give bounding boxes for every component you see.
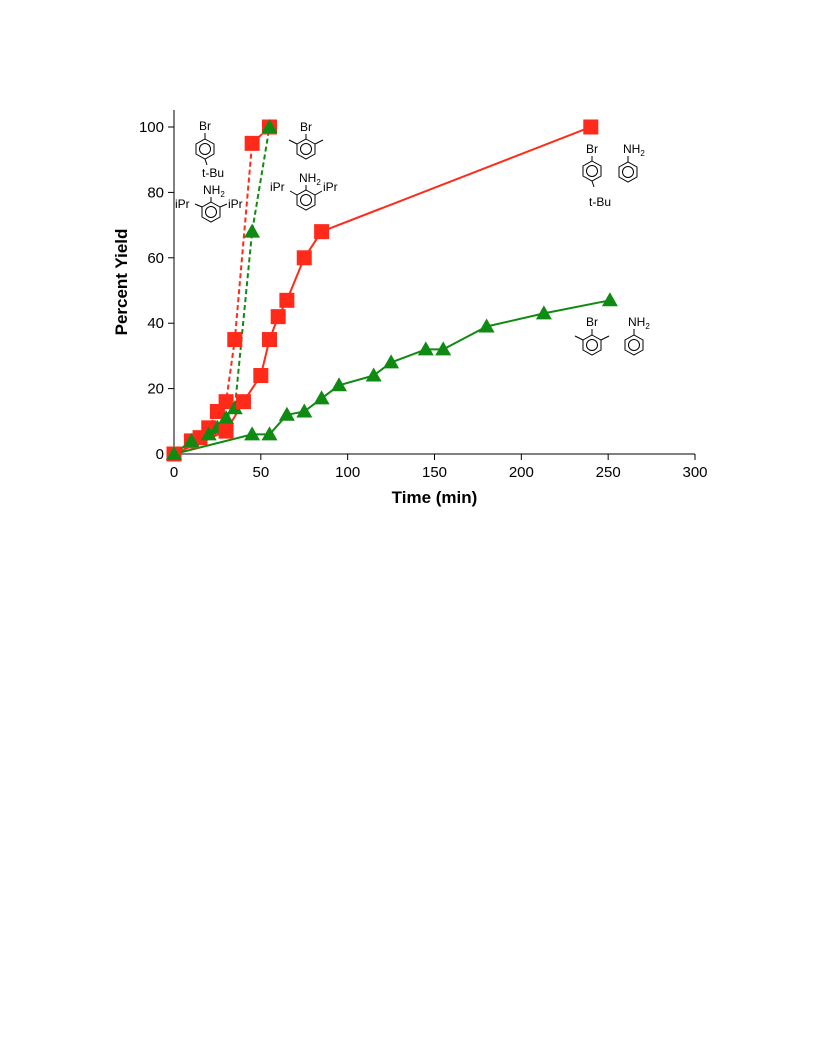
series-3-point	[601, 292, 618, 307]
aniline-structure-right-bottom: NH2	[624, 315, 650, 356]
series-2-point	[279, 292, 295, 308]
series-2-point	[235, 394, 251, 410]
svg-text:iPr: iPr	[228, 197, 243, 211]
series-markers	[166, 119, 618, 462]
series-1-point	[200, 426, 217, 441]
series-3-line	[173, 299, 611, 455]
series-3-point	[166, 446, 182, 460]
x-axis-title: Time (min)	[392, 488, 478, 507]
x-tick-label: 150	[422, 464, 447, 481]
y-tick-label: 40	[147, 315, 164, 332]
ticks	[168, 126, 696, 460]
series-0-point	[227, 332, 243, 348]
svg-text:iPr: iPr	[270, 180, 285, 194]
series-2-point	[296, 250, 312, 266]
y-tick-label: 80	[147, 184, 164, 201]
diisopropylaniline-structure-left: NH2 iPr iPr	[175, 183, 243, 223]
series-2-point	[218, 423, 234, 439]
series-3-point	[261, 426, 278, 441]
series-3-point	[535, 305, 552, 320]
aryl-bromide-tbu-structure-left: Br t-Bu	[195, 119, 224, 180]
svg-text:iPr: iPr	[323, 180, 338, 194]
series-2-line	[173, 126, 592, 455]
series-3-point	[313, 390, 330, 405]
series-0-point	[218, 394, 234, 410]
series-3-point	[383, 354, 400, 369]
x-tick-label: 50	[252, 464, 269, 481]
dimethyl-aryl-bromide-structure-right: Br	[574, 315, 610, 356]
series-3-point	[278, 406, 295, 421]
aniline-structure-right-top: NH2	[618, 142, 645, 183]
series-1-point	[261, 119, 278, 133]
series-3-point	[365, 367, 382, 382]
svg-text:t-Bu: t-Bu	[202, 166, 224, 180]
y-axis-title: Percent Yield	[112, 229, 131, 336]
series-1-point	[226, 400, 243, 415]
y-tick-label: 60	[147, 250, 164, 267]
svg-text:Br: Br	[586, 315, 598, 329]
series-2-point	[583, 119, 599, 135]
series-2-point	[253, 368, 269, 384]
axes	[173, 110, 695, 455]
y-tick-label: 20	[147, 381, 164, 398]
svg-text:t-Bu: t-Bu	[589, 195, 611, 209]
svg-text:iPr: iPr	[175, 197, 190, 211]
x-tick-label: 0	[170, 464, 178, 481]
series-2-point	[270, 309, 286, 325]
series-1-point	[183, 432, 200, 447]
svg-text:NH2: NH2	[299, 171, 321, 187]
y-tick-label: 0	[156, 446, 164, 463]
svg-text:NH2: NH2	[623, 142, 645, 158]
series-2-point	[314, 224, 330, 240]
series-0-point	[244, 135, 260, 151]
series-1-point	[218, 410, 235, 424]
series-3-point	[417, 341, 434, 356]
y-tick-label: 100	[139, 119, 164, 136]
series-2-point	[262, 332, 278, 348]
x-tick-label: 100	[335, 464, 360, 481]
series-3-point	[244, 426, 261, 441]
svg-text:Br: Br	[586, 142, 598, 156]
series-3-point	[296, 403, 313, 418]
series-3-point	[331, 377, 347, 392]
x-tick-label: 200	[509, 464, 534, 481]
aryl-bromide-tbu-structure-right: Br t-Bu	[582, 142, 611, 209]
series-3-point	[435, 341, 452, 356]
svg-text:NH2: NH2	[628, 315, 650, 331]
tick-labels: 0 50 100 150 200 250 300 0 20 40 60 80 100	[139, 119, 708, 481]
diisopropylaniline-structure-middle: NH2 iPr iPr	[270, 171, 338, 211]
svg-text:NH2: NH2	[203, 183, 225, 199]
svg-text:Br: Br	[300, 120, 312, 134]
x-tick-label: 300	[682, 464, 707, 481]
dimethyl-aryl-bromide-structure-top: Br	[288, 120, 324, 160]
series-3-point	[478, 318, 495, 333]
series-1-point	[244, 223, 261, 238]
svg-text:Br: Br	[199, 119, 211, 133]
x-tick-label: 250	[596, 464, 621, 481]
